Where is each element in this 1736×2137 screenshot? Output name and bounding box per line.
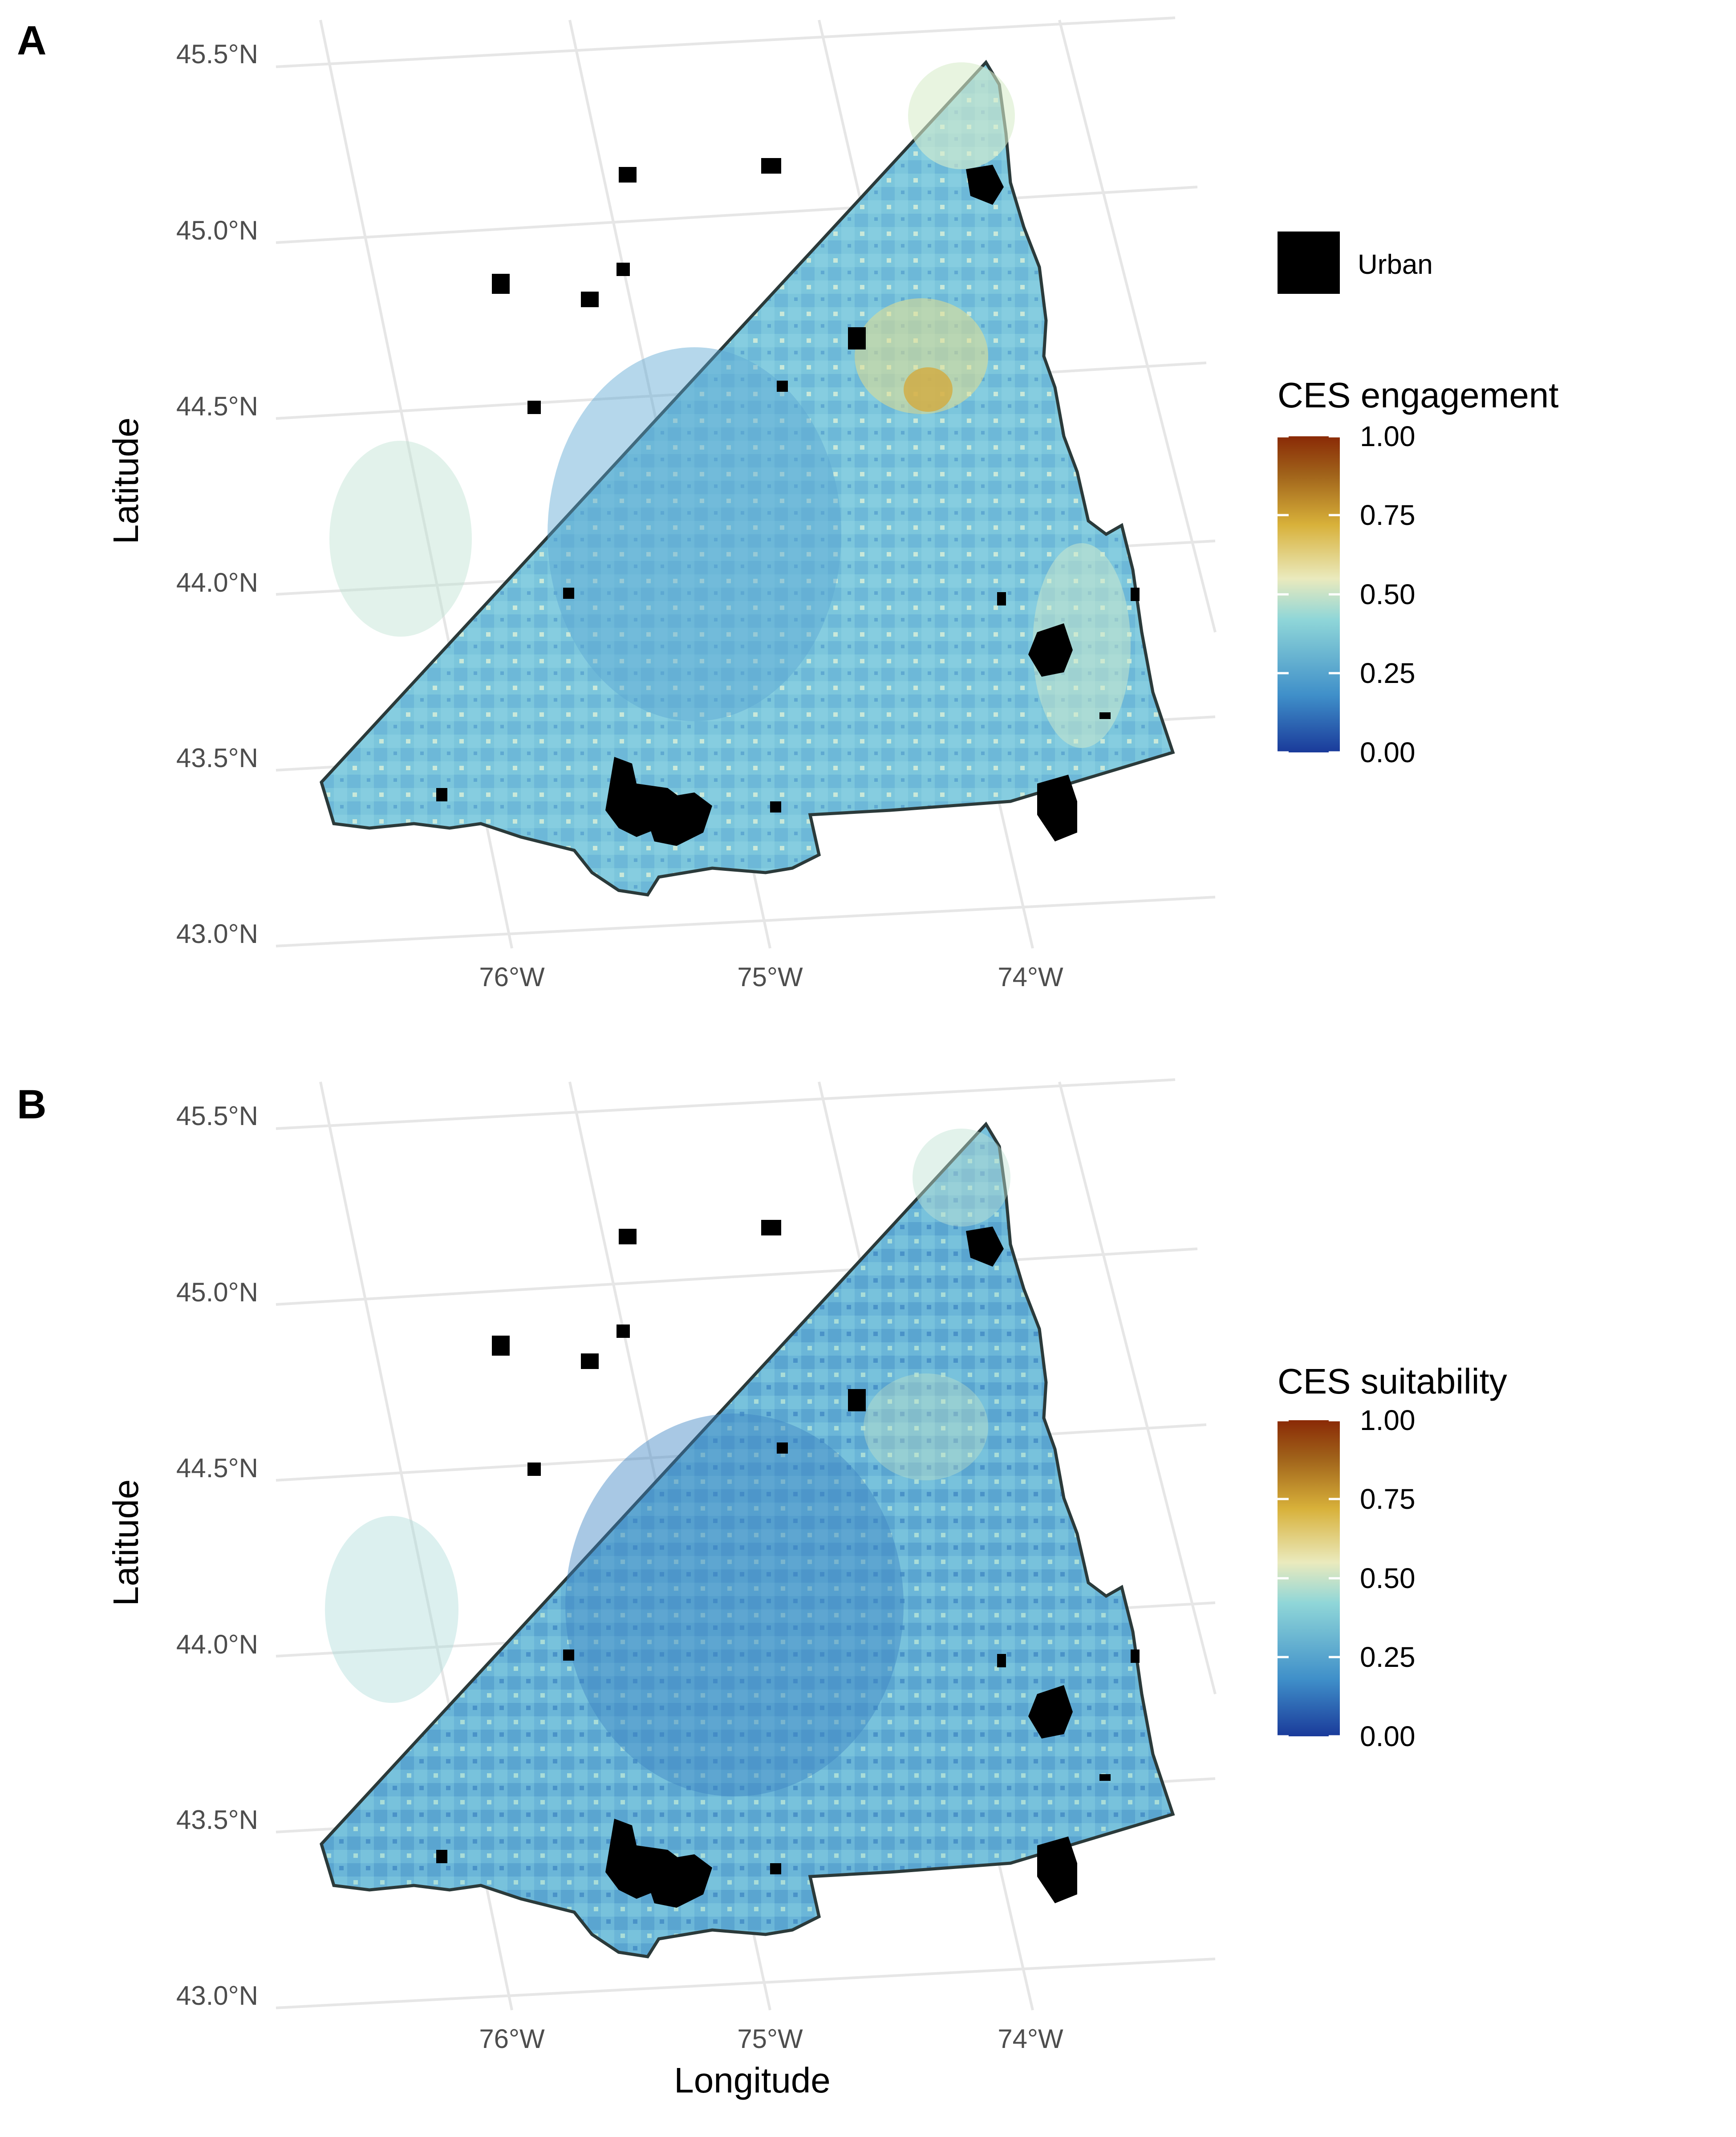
lon-tick-75: 75°W — [737, 962, 803, 992]
lat-tick-44-5: 44.5°N — [176, 391, 258, 421]
panel-a-legend-title: CES engagement — [1278, 375, 1559, 415]
urban-patch — [777, 381, 788, 392]
lat-tick-45-5: 45.5°N — [176, 1101, 258, 1131]
panel-b: B — [17, 1078, 1507, 2100]
grid-lat-45-0 — [276, 186, 1198, 244]
urban-patch — [761, 1220, 781, 1235]
panel-b-legend: CES suitability 1.00 0.75 0.50 0.25 0.00 — [1278, 1361, 1507, 1752]
urban-patch — [1037, 1836, 1077, 1903]
urban-patch — [619, 1229, 637, 1244]
panel-b-lon-ticks: 76°W 75°W 74°W — [479, 2024, 1063, 2054]
urban-patch — [761, 158, 781, 174]
legend-b-tick-0-00: 0.00 — [1360, 1720, 1416, 1752]
urban-patch — [770, 801, 781, 813]
urban-patch — [770, 1863, 781, 1874]
urban-patch — [848, 1389, 866, 1411]
urban-patch — [619, 167, 637, 183]
urban-legend-label: Urban — [1358, 249, 1433, 280]
panel-a-y-axis-title: Latitude — [106, 418, 146, 544]
lat-tick-44-0: 44.0°N — [176, 568, 258, 597]
engagement-peak — [904, 367, 953, 412]
panel-a-legend: Urban CES engagement 1.00 0.75 0.50 0.25… — [1278, 232, 1559, 768]
panel-a-raster — [321, 62, 1173, 895]
lat-tick-43-5: 43.5°N — [176, 743, 258, 773]
panel-b-y-axis-title: Latitude — [106, 1479, 146, 1606]
grid-lon-73 — [1058, 20, 1217, 633]
legend-a-tick-0-50: 0.50 — [1360, 578, 1416, 610]
legend-a-tick-0-75: 0.75 — [1360, 499, 1416, 531]
urban-patch — [1099, 1774, 1111, 1781]
panel-b-letter: B — [17, 1082, 46, 1127]
urban-patch — [492, 274, 510, 294]
lon-tick-74: 74°W — [998, 2024, 1063, 2054]
legend-a-tick-1-00: 1.00 — [1360, 420, 1416, 452]
urban-patch — [997, 592, 1006, 605]
urban-patch — [527, 1463, 541, 1476]
lon-tick-74: 74°W — [998, 962, 1063, 992]
legend-b-tick-1-00: 1.00 — [1360, 1404, 1416, 1436]
grid-lat-45-5 — [276, 16, 1176, 68]
lat-tick-44-5: 44.5°N — [176, 1453, 258, 1483]
panel-b-lat-ticks: 45.5°N 45.0°N 44.5°N 44.0°N 43.5°N 43.0°… — [176, 1101, 258, 2011]
lat-tick-44-0: 44.0°N — [176, 1629, 258, 1659]
urban-patch — [848, 327, 866, 349]
urban-patch — [1131, 1649, 1140, 1663]
panel-a-lat-ticks: 45.5°N 45.0°N 44.5°N 44.0°N 43.5°N 43.0°… — [176, 39, 258, 949]
engagement-hotspot — [855, 298, 988, 414]
lat-tick-43-0: 43.0°N — [176, 919, 258, 949]
panel-a-letter: A — [17, 18, 46, 63]
urban-patch — [1028, 623, 1073, 677]
panel-b-legend-title: CES suitability — [1278, 1361, 1507, 1401]
panel-a-lon-ticks: 76°W 75°W 74°W — [479, 962, 1063, 992]
lat-tick-45-0: 45.0°N — [176, 1277, 258, 1307]
urban-patch — [527, 401, 541, 414]
grid-lat-43-0 — [276, 896, 1216, 947]
panel-b-urban-areas — [436, 1220, 1140, 1908]
urban-patch — [777, 1442, 788, 1454]
legend-b-tick-0-75: 0.75 — [1360, 1483, 1416, 1515]
urban-patch — [581, 292, 599, 307]
urban-patch — [1037, 775, 1077, 841]
panel-a: A — [17, 16, 1559, 992]
legend-a-tick-0-00: 0.00 — [1360, 736, 1416, 768]
urban-patch — [581, 1353, 599, 1369]
urban-patch — [1099, 712, 1111, 719]
lon-tick-76: 76°W — [479, 962, 545, 992]
lat-tick-45-0: 45.0°N — [176, 215, 258, 245]
urban-patch — [563, 588, 574, 599]
lon-tick-75: 75°W — [737, 2024, 803, 2054]
urban-patch — [1028, 1685, 1073, 1739]
urban-patch — [563, 1649, 574, 1661]
urban-patch — [436, 1850, 447, 1863]
lon-tick-76: 76°W — [479, 2024, 545, 2054]
lat-tick-43-5: 43.5°N — [176, 1805, 258, 1835]
urban-patch — [966, 1227, 1004, 1267]
panel-b-map: 45.5°N 45.0°N 44.5°N 44.0°N 43.5°N 43.0°… — [106, 1078, 1217, 2100]
urban-patch — [617, 1324, 630, 1338]
legend-a-tick-0-25: 0.25 — [1360, 657, 1416, 689]
urban-patch — [997, 1654, 1006, 1667]
lat-tick-45-5: 45.5°N — [176, 39, 258, 69]
urban-patch — [1131, 588, 1140, 601]
urban-patch — [641, 792, 712, 846]
lat-tick-43-0: 43.0°N — [176, 1981, 258, 2011]
urban-patch — [966, 165, 1004, 205]
urban-legend-key — [1278, 232, 1340, 294]
x-axis-title: Longitude — [674, 2060, 830, 2100]
urban-patch — [492, 1336, 510, 1356]
legend-b-tick-0-25: 0.25 — [1360, 1641, 1416, 1673]
legend-b-tick-0-50: 0.50 — [1360, 1562, 1416, 1594]
panel-a-urban-areas — [436, 158, 1140, 846]
urban-patch — [436, 788, 447, 801]
urban-patch — [617, 263, 630, 276]
panel-b-raster — [321, 1124, 1173, 1957]
urban-patch — [641, 1854, 712, 1908]
